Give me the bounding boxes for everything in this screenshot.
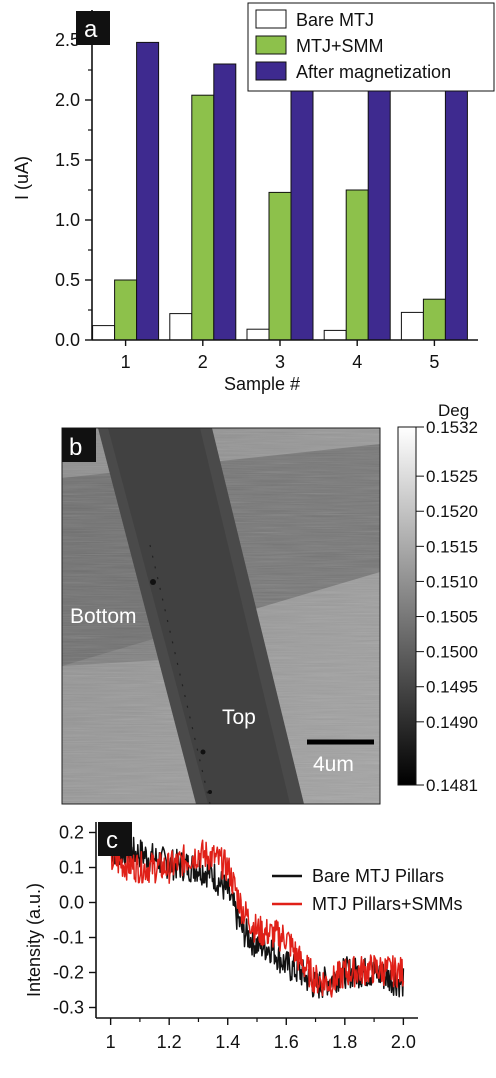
x-tick-label: 2 [198, 352, 208, 372]
x-axis-title: Sample # [224, 374, 300, 394]
panel-b-letter-box [62, 428, 96, 462]
bottom-label: Bottom [70, 605, 137, 628]
panel-c-letter: c [106, 827, 118, 854]
y-tick-label: 2.0 [55, 90, 80, 110]
bar [169, 313, 193, 341]
y-tick-label: 0.5 [55, 270, 80, 290]
legend-label: Bare MTJ [296, 10, 374, 30]
x-tick-label-c: 1.6 [274, 1032, 299, 1052]
series-line [109, 839, 405, 998]
line-ticks: 0.2 0.1 0.0 -0.1 -0.2 -0.3 1 1.2 1.4 1.6 1.8 2.0 [53, 823, 416, 1053]
colorbar-tick-label: 0.1525 [426, 467, 478, 486]
bar [400, 311, 424, 341]
y-tick-label: 1.5 [55, 150, 80, 170]
colorbar-tick-label: 0.1495 [426, 678, 478, 697]
legend-label: MTJ+SMM [296, 36, 384, 56]
legend-swatch [255, 9, 287, 29]
panel-b-phase-image: b Bottom Top 4um 0.1532 0.1525 0.1520 0.151… [61, 401, 478, 805]
panel-a-letter-box [76, 11, 110, 45]
bar [444, 85, 468, 341]
legend-c: Bare MTJ Pillars MTJ Pillars+SMMs [272, 866, 463, 914]
x-tick-label: 3 [275, 352, 285, 372]
y-tick-label-c: -0.1 [53, 928, 84, 948]
bar [213, 63, 237, 341]
x-tick-label-c: 2.0 [391, 1032, 416, 1052]
x-tick-label: 1 [121, 352, 131, 372]
colorbar-tick-label: 0.1520 [426, 502, 478, 521]
bar [268, 191, 292, 341]
bar [367, 86, 391, 341]
bar [92, 325, 116, 341]
colorbar-tick-label: 0.1510 [426, 572, 478, 591]
legend-label: After magnetization [296, 62, 451, 82]
y-tick-label: 2.5 [55, 30, 80, 50]
colorbar-title: Deg [438, 401, 469, 420]
x-tick-label: 4 [352, 352, 362, 372]
colorbar-tick-label: 0.1481 [426, 776, 478, 795]
bar [191, 94, 215, 341]
y-tick-label-c: -0.2 [53, 963, 84, 983]
colorbar-tick-label: 0.1532 [426, 418, 478, 437]
colorbar: 0.1532 0.1525 0.1520 0.1515 0.1510 0.1505 0.15… [397, 401, 478, 795]
top-label: Top [222, 706, 256, 729]
y-tick-label: 0.0 [55, 330, 80, 350]
x-tick-label: 5 [429, 352, 439, 372]
legend-swatch [255, 61, 287, 81]
legend-label: MTJ Pillars+SMMs [312, 894, 463, 914]
y-tick-label-c: 0.0 [59, 893, 84, 913]
x-tick-label-c: 1.2 [157, 1032, 182, 1052]
bar [323, 329, 347, 341]
panel-a-letter: a [84, 16, 98, 43]
panel-a-bar-chart: 1 2 3 4 5 0.0 0.5 1.0 1.5 2.0 2.5 a I (uA) Sample … [12, 2, 495, 394]
bar [422, 298, 446, 341]
x-tick-label-c: 1 [106, 1032, 116, 1052]
scale-bar-label: 4um [313, 753, 354, 776]
bar [136, 41, 160, 341]
y-tick-label-c: 0.1 [59, 858, 84, 878]
legend-swatch [255, 35, 287, 55]
bar-axes [91, 10, 478, 341]
panel-b-letter: b [69, 434, 82, 461]
colorbar-ticks: 0.1532 0.1525 0.1520 0.1515 0.1510 0.1505 0.15… [416, 418, 478, 795]
bar [246, 328, 270, 341]
colorbar-tick-label: 0.1490 [426, 713, 478, 732]
x-tick-label-c: 1.4 [215, 1032, 240, 1052]
y-axis-title-c: Intensity (a.u.) [24, 883, 44, 997]
legend: Bare MTJ MTJ+SMM After magnetization [247, 2, 495, 92]
bar-ticks: 1 2 3 4 5 0.0 0.5 1.0 1.5 2.0 2.5 [55, 30, 439, 372]
y-tick-label: 1.0 [55, 210, 80, 230]
panel-c-line-chart: 0.20.10.0-0.1-0.2-0.31 1.2 1.4 1.6 1.8 2.0 c … [24, 822, 463, 1052]
colorbar-tick-label: 0.1500 [426, 643, 478, 662]
bar [345, 189, 369, 341]
line-series [109, 836, 405, 999]
y-tick-label-c: 0.2 [59, 823, 84, 843]
colorbar-tick-label: 0.1515 [426, 537, 478, 556]
panel-c-letter-box [98, 822, 132, 856]
bar [114, 279, 138, 341]
bar-group [92, 41, 468, 341]
x-tick-label-c: 1.8 [332, 1032, 357, 1052]
bar [290, 87, 314, 341]
colorbar-tick-label: 0.1505 [426, 608, 478, 627]
y-axis-title: I (uA) [12, 156, 32, 200]
y-tick-label-c: -0.3 [53, 998, 84, 1018]
legend-label: Bare MTJ Pillars [312, 866, 444, 886]
